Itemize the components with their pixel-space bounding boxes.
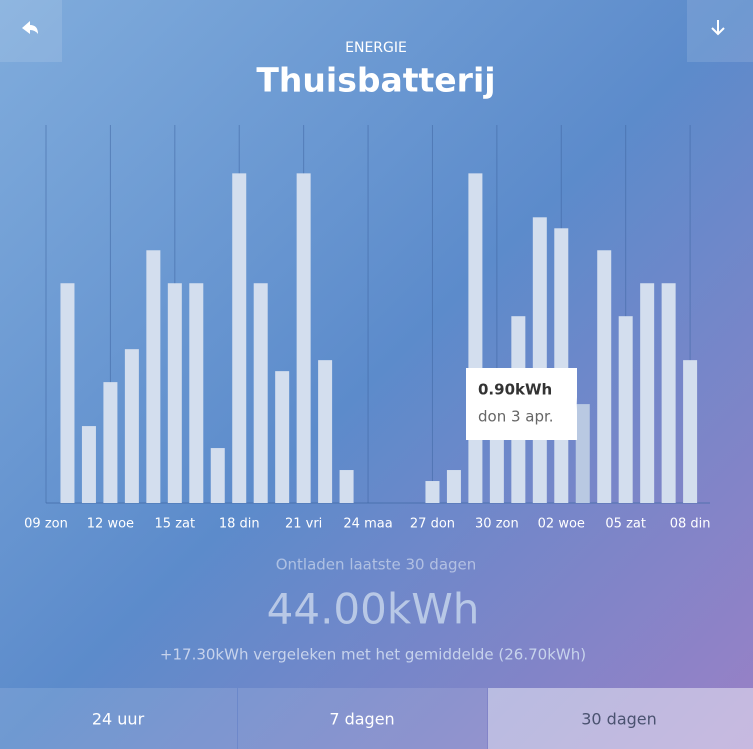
bar xyxy=(167,283,182,503)
bar xyxy=(60,283,75,503)
tab-label: 24 uur xyxy=(92,710,145,729)
bar xyxy=(210,448,225,503)
x-tick-label: 18 din xyxy=(219,517,260,532)
section-label: ENERGIE xyxy=(345,40,407,56)
bar xyxy=(232,173,247,504)
bar xyxy=(618,316,633,503)
bar xyxy=(640,283,655,503)
page-title: Thuisbatterij xyxy=(256,61,495,100)
x-tick-label: 02 woe xyxy=(538,517,585,532)
tab-label: 30 dagen xyxy=(581,710,657,729)
x-tick-label: 05 zat xyxy=(605,517,646,532)
tab-selected[interactable] xyxy=(488,688,753,749)
bar xyxy=(318,360,333,503)
bar xyxy=(146,250,161,503)
bar xyxy=(124,349,139,503)
x-tick-label: 27 don xyxy=(410,517,455,532)
tooltip-box xyxy=(466,368,577,440)
tab-label: 7 dagen xyxy=(329,710,394,729)
summary-comparison: +17.30kWh vergeleken met het gemiddelde … xyxy=(160,646,586,664)
x-tick-label: 15 zat xyxy=(155,517,196,532)
tooltip-value: 0.90kWh xyxy=(478,381,552,399)
x-tick-label: 21 vri xyxy=(285,517,322,532)
chart: 09 zon 12 woe 15 zat 18 din 21 vri 24 maa 27 d… xyxy=(24,125,710,532)
bar xyxy=(425,481,440,503)
summary-label: Ontladen laatste 30 dagen xyxy=(276,556,477,574)
bar xyxy=(296,173,311,504)
bar xyxy=(275,371,290,503)
bar xyxy=(339,470,354,503)
x-tick-label: 08 din xyxy=(670,517,711,532)
x-tick-label: 24 maa xyxy=(343,517,392,532)
bar xyxy=(253,283,268,503)
bar xyxy=(446,470,461,503)
tab[interactable] xyxy=(0,688,237,749)
x-tick-label: 30 zon xyxy=(475,517,519,532)
bar xyxy=(661,283,676,503)
bar xyxy=(189,283,204,503)
bar xyxy=(597,250,612,503)
tab[interactable] xyxy=(238,688,487,749)
download-icon xyxy=(711,20,725,36)
tooltip-date: don 3 apr. xyxy=(478,408,554,426)
bar xyxy=(683,360,698,503)
summary-total: 44.00kWh xyxy=(267,585,480,634)
bar xyxy=(468,173,483,504)
bar xyxy=(532,217,547,504)
bar xyxy=(554,228,569,503)
x-tick-label: 09 zon xyxy=(24,517,68,532)
bar xyxy=(575,404,590,503)
x-tick-label: 12 woe xyxy=(87,517,134,532)
bar xyxy=(81,426,96,503)
bar xyxy=(103,382,118,503)
bar xyxy=(489,426,504,503)
back-icon xyxy=(22,21,38,34)
back-button[interactable] xyxy=(0,0,62,62)
